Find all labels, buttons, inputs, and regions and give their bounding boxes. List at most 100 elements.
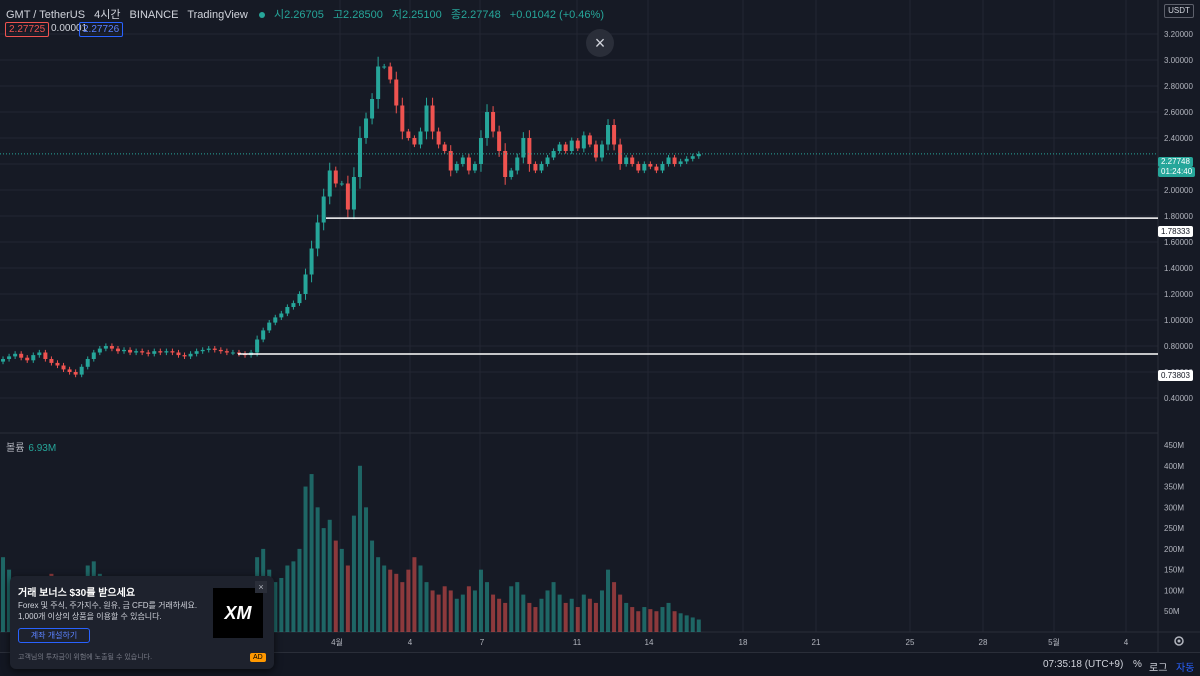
time-tick-label: 28	[979, 638, 988, 647]
volume-bar	[279, 577, 284, 632]
open-value: 시2.26705	[273, 9, 324, 21]
ad-close-icon[interactable]: ×	[255, 581, 267, 593]
time-tick-label: 4월	[331, 637, 343, 647]
clock[interactable]: 07:35:18 (UTC+9)	[1043, 659, 1124, 670]
candle-body	[491, 112, 496, 132]
time-tick-label: 5월	[1048, 637, 1060, 647]
percent-toggle[interactable]: %	[1133, 659, 1142, 670]
candle-body	[339, 183, 344, 185]
volume-legend: 볼륨 6.93M	[6, 439, 56, 454]
bid-price[interactable]: 2.27725	[5, 22, 50, 37]
auto-toggle[interactable]: 자동	[1176, 663, 1195, 674]
time-axis-labels: 4월 4 7 11 14 18 21 25 28 5월 4	[331, 637, 1129, 647]
candle-body	[563, 144, 568, 151]
candle-body	[55, 362, 60, 366]
volume-bar	[418, 565, 423, 632]
volume-tick-label: 450M	[1164, 441, 1184, 450]
volume-bar	[527, 602, 532, 632]
candle-body	[654, 166, 659, 171]
candle-body	[430, 105, 435, 132]
candle-body	[497, 131, 502, 151]
volume-tick-label: 150M	[1164, 566, 1184, 575]
candle-body	[194, 351, 199, 354]
volume-tick-label: 350M	[1164, 483, 1184, 492]
volume-bar	[569, 598, 574, 632]
time-tick-label: 25	[906, 638, 915, 647]
candle-body	[182, 355, 187, 357]
volume-bar	[351, 515, 356, 632]
candle-body	[521, 138, 526, 158]
volume-bar	[660, 607, 665, 632]
low-value: 저2.25100	[391, 9, 442, 21]
volume-bar	[491, 594, 496, 632]
candle-body	[25, 357, 30, 361]
last-price-label: 2.27748	[1158, 157, 1193, 167]
ask-price[interactable]: 2.27726	[79, 22, 124, 37]
candle-body	[206, 348, 211, 350]
level-high-label: 1.78333	[1158, 226, 1193, 237]
volume-bar	[454, 598, 459, 632]
price-tick-label: 1.20000	[1164, 290, 1193, 299]
price-tick-label: 3.00000	[1164, 56, 1193, 65]
candle-body	[327, 170, 332, 197]
volume-bar	[630, 607, 635, 632]
spread-value: 0.00001	[51, 23, 88, 34]
candle-body	[13, 353, 18, 357]
volume-bar	[533, 607, 538, 632]
xm-logo[interactable]: XM	[213, 588, 263, 638]
volume-bar	[442, 586, 447, 632]
candle-body	[333, 170, 338, 184]
volume-bar	[666, 602, 671, 632]
candle-body	[152, 351, 157, 354]
price-tick-label: 2.40000	[1164, 134, 1193, 143]
candle-body	[37, 352, 42, 356]
volume-tick-label: 50M	[1164, 607, 1180, 616]
candle-body	[85, 359, 90, 367]
candle-body	[678, 161, 683, 164]
ad-title: 거래 보너스 $30를 받으세요	[18, 588, 136, 599]
ad-badge: AD	[250, 653, 266, 662]
volume-label[interactable]: 볼륨	[6, 443, 25, 454]
candle-body	[460, 157, 465, 164]
volume-bar	[672, 611, 677, 632]
volume-bar	[606, 569, 611, 632]
candle-body	[581, 135, 586, 149]
candle-body	[261, 330, 266, 340]
candle-body	[97, 348, 102, 353]
high-value: 고2.28500	[332, 9, 383, 21]
price-axis-labels: 3.200003.000002.800002.600002.400002.200…	[1164, 30, 1193, 403]
candle-body	[224, 351, 229, 353]
candle-body	[115, 348, 120, 352]
candle-body	[382, 66, 387, 68]
volume-tick-label: 100M	[1164, 586, 1184, 595]
candle-body	[587, 135, 592, 145]
currency-selector[interactable]: USDT	[1164, 4, 1194, 18]
volume-bar	[339, 548, 344, 632]
candle-body	[478, 138, 483, 164]
data-source: TradingView	[187, 9, 248, 21]
symbol-legend: GMT / TetherUS 4시간 BINANCE TradingView 시…	[6, 6, 610, 22]
volume-bar	[376, 557, 381, 632]
volume-bar	[478, 569, 483, 632]
ad-description: Forex 및 주식, 주가지수, 원유, 금 CFD를 거래하세요. 1,00…	[18, 601, 198, 621]
candle-body	[424, 105, 429, 132]
close-button[interactable]: ×	[586, 29, 614, 57]
ad-risk-warning: 고객님의 투자금이 위험에 노출될 수 있습니다.	[18, 654, 153, 661]
candle-body	[406, 131, 411, 138]
candle-body	[388, 66, 393, 80]
price-tick-label: 1.00000	[1164, 316, 1193, 325]
volume-bar	[624, 602, 629, 632]
open-account-button[interactable]: 계좌 개설하기	[18, 628, 90, 643]
chart-canvas[interactable]: 3.200003.000002.800002.600002.400002.200…	[0, 0, 1200, 652]
volume-bar	[309, 474, 314, 632]
symbol-name[interactable]: GMT / TetherUS	[6, 9, 86, 21]
log-toggle[interactable]: 로그	[1149, 663, 1168, 674]
volume-bar	[599, 590, 604, 632]
volume-bar	[7, 569, 12, 632]
volume-bar	[636, 611, 641, 632]
candle-body	[267, 322, 272, 331]
interval[interactable]: 4시간	[94, 9, 121, 21]
settings-icon[interactable]	[1174, 636, 1184, 646]
horizontal-levels	[238, 217, 1158, 355]
candle-body	[630, 157, 635, 164]
